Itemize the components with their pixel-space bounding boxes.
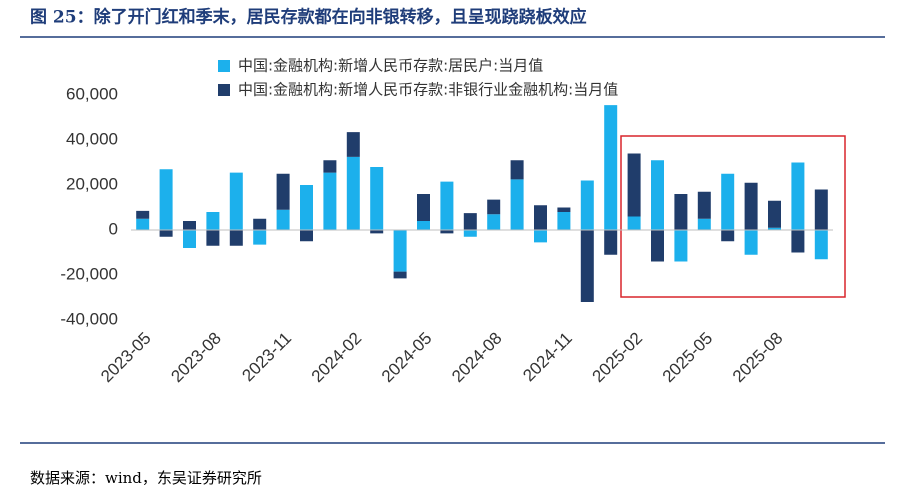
bar [651,160,664,230]
bar [510,160,524,180]
bar [276,209,290,230]
x-tick-label: 2024-08 [448,329,506,387]
bar [136,218,150,230]
x-tick-label: 2024-05 [378,329,436,387]
bar [370,167,384,230]
bar [323,172,337,230]
y-tick-label: -40,000 [60,309,118,328]
legend-label: 中国:金融机构:新增人民币存款:居民户:当月值 [238,57,543,75]
x-tick-label: 2023-08 [167,329,225,387]
bar [557,207,571,212]
legend-swatch [218,60,230,72]
bar [674,194,688,230]
bar [417,221,430,230]
bar [744,230,758,255]
bar [534,230,547,243]
bar [721,173,735,230]
bar [487,214,501,230]
highlight-box [620,135,846,298]
x-tick-label: 2024-02 [308,329,366,387]
bar [604,105,618,230]
bar [580,230,594,302]
bar [253,230,267,245]
bar [651,230,664,262]
bar [183,230,196,248]
bar [346,156,360,230]
bar [674,230,688,262]
bar [534,205,547,230]
bar [440,181,454,230]
y-tick-label: 40,000 [66,129,118,148]
y-tick-label: 20,000 [66,174,118,193]
bar [346,132,360,157]
bar [791,230,805,253]
bar [721,230,735,242]
x-tick-label: 2023-11 [238,329,295,386]
bar [276,173,290,210]
bar [814,230,828,260]
bar [323,160,337,173]
bar [393,271,407,279]
bar [627,216,641,230]
bar [229,172,243,230]
bar [580,180,594,230]
bar [206,230,220,246]
chart-title: 图 25：除了开门红和季末，居民存款都在向非银转移，且呈现跷跷板效应 [30,7,587,28]
x-tick-label: 2025-05 [659,329,717,387]
bar [253,218,267,230]
y-tick-label: 0 [109,219,118,238]
bar [487,199,501,215]
bar [697,218,711,230]
bar [440,230,454,234]
bar [300,185,313,230]
bar [814,189,828,230]
x-tick-label: 2025-08 [729,329,787,387]
bar [463,230,477,237]
bar [159,230,173,237]
bar [768,200,781,228]
bar [206,212,220,230]
bar [604,230,618,255]
bar [768,227,781,230]
x-tick-label: 2023-05 [97,329,155,387]
bar [136,210,150,219]
bar [370,230,384,234]
legend-swatch [218,84,230,96]
bar [791,162,805,230]
bar [300,230,313,242]
bar [393,230,407,272]
bar [510,179,524,230]
bar [229,230,243,246]
bar [557,212,571,230]
bar [463,213,477,230]
legend-label: 中国:金融机构:新增人民币存款:非银行业金融机构:当月值 [238,81,618,99]
bar [183,221,196,230]
y-tick-label: -20,000 [60,264,118,283]
y-tick-label: 60,000 [66,84,118,103]
bar [417,194,430,221]
bar [627,153,641,217]
x-tick-label: 2025-02 [589,329,647,387]
x-tick-label: 2024-11 [519,329,576,386]
bar [697,191,711,219]
bar [744,182,758,230]
bar [159,169,173,230]
source: 数据来源：wind，东吴证券研究所 [30,469,262,487]
